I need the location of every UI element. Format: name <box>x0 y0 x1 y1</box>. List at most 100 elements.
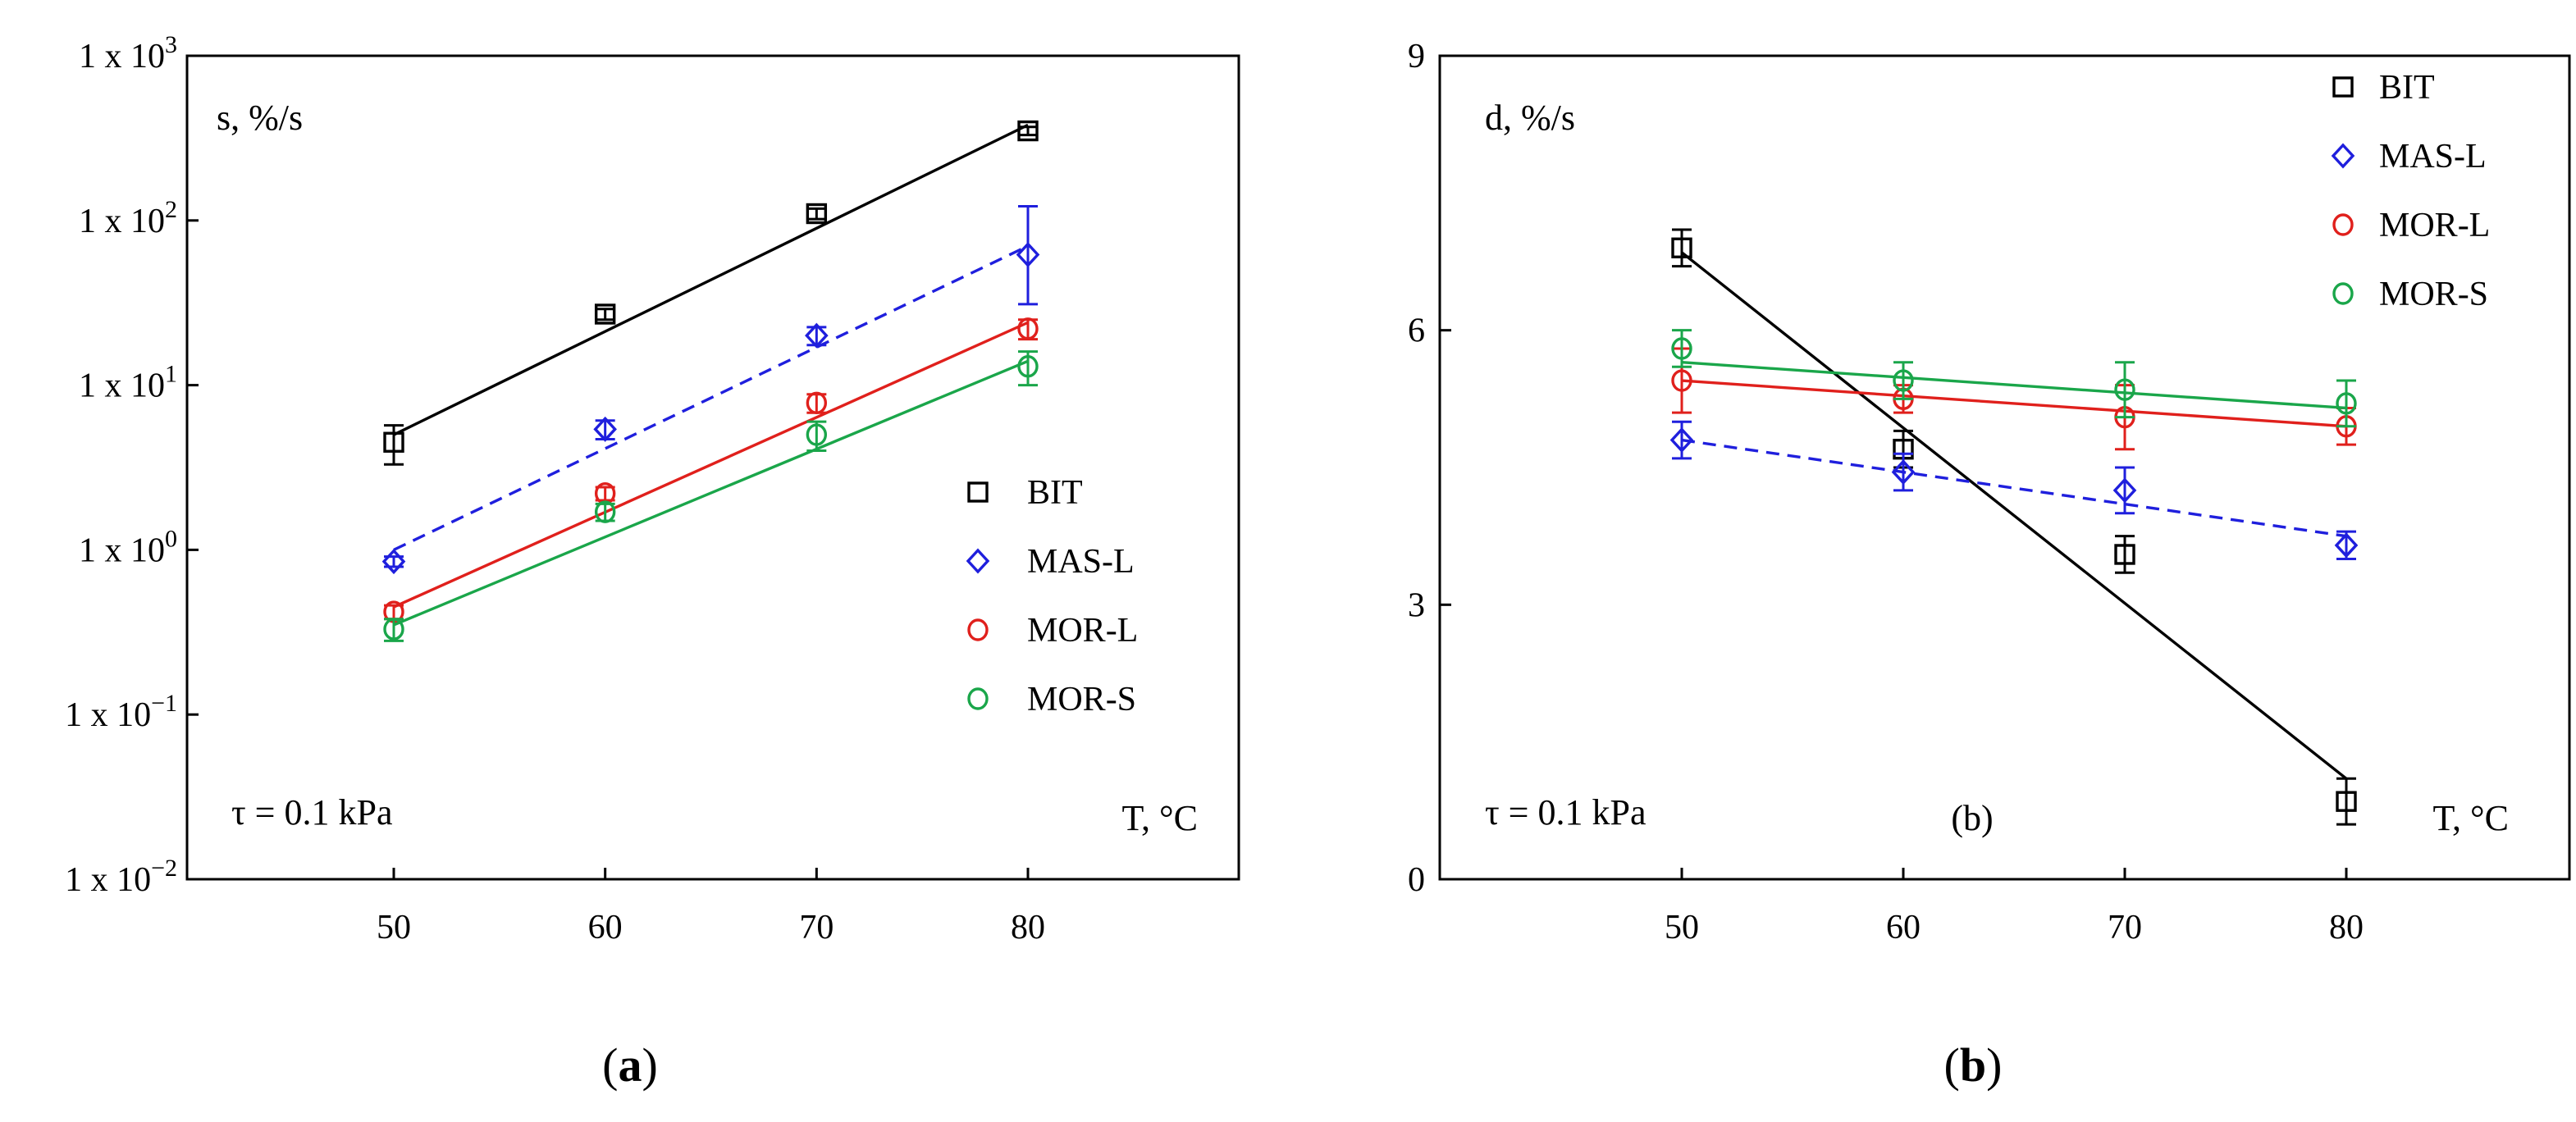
y-quantity-label: d, %/s <box>1485 98 1575 138</box>
error-bar <box>1672 329 1692 368</box>
data-point <box>2334 532 2359 559</box>
legend-label: MOR-L <box>2379 207 2490 244</box>
legend-marker <box>967 481 989 503</box>
data-point <box>1671 337 1692 360</box>
error-bar <box>2336 777 2356 826</box>
error-bar <box>595 308 615 322</box>
legend-label: MOR-S <box>2379 276 2488 313</box>
y-tick-base: 1 x 10 <box>79 203 165 240</box>
data-point <box>806 423 828 446</box>
legend-item: MOR-L <box>2332 207 2490 244</box>
data-point <box>2114 378 2135 401</box>
y-tick-label: 1 x 103 <box>79 31 177 75</box>
error-bar <box>1672 228 1692 268</box>
y-tick-base: 1 x 10 <box>79 367 165 405</box>
x-tick-label: 50 <box>377 909 411 946</box>
fit-line <box>1681 361 2347 410</box>
legend-label: MOR-L <box>1027 612 1138 650</box>
fit-line <box>393 321 1029 609</box>
legend-item: MAS-L <box>2331 138 2487 176</box>
stress-annotation: τ = 0.1 kPa <box>1485 792 1647 832</box>
legend-label: MAS-L <box>2379 138 2487 176</box>
error-bar <box>2115 361 2135 419</box>
y-tick-label: 1 x 101 <box>79 361 177 405</box>
x-tick-label: 70 <box>799 909 834 946</box>
legend-marker <box>2332 76 2354 98</box>
x-tick-label: 70 <box>2108 909 2142 946</box>
x-tick-label: 60 <box>1886 909 1921 946</box>
legend-marker <box>2332 282 2354 305</box>
data-point <box>1891 459 1916 486</box>
y-tick-exponent: 2 <box>165 196 177 223</box>
data-point <box>1893 369 1914 392</box>
series-mor-l <box>1671 347 2357 451</box>
data-point <box>1017 355 1039 378</box>
legend-label: BIT <box>1027 474 1083 512</box>
x-tick-label: 80 <box>1011 909 1045 946</box>
plot-frame <box>1438 54 2571 881</box>
legend-item: MOR-L <box>967 612 1138 650</box>
panel-tag: (b) <box>1951 798 1993 838</box>
x-tick-label: 60 <box>588 909 623 946</box>
data-point <box>594 500 616 523</box>
error-bar <box>1893 361 1913 400</box>
legend-label: BIT <box>2379 69 2435 107</box>
y-tick-label: 1 x 10−1 <box>65 690 177 734</box>
y-tick-exponent: −1 <box>151 690 177 717</box>
error-bar <box>1018 125 1038 137</box>
series-mas-l <box>381 204 1040 575</box>
legend-marker <box>966 548 990 574</box>
series-mor-s <box>383 350 1039 642</box>
error-bar <box>595 419 615 440</box>
plot-frame <box>185 54 1240 881</box>
y-tick-label: 1 x 102 <box>79 196 177 240</box>
legend-marker <box>967 618 989 641</box>
legend-marker <box>967 687 989 710</box>
data-point <box>1671 237 1692 258</box>
legend-label: MOR-S <box>1027 681 1136 718</box>
legend-item: BIT <box>967 474 1083 512</box>
panel-caption: (a) <box>602 1038 658 1092</box>
x-axis-label: T, °C <box>2432 798 2509 838</box>
data-point <box>381 549 406 575</box>
x-axis-label: T, °C <box>1121 798 1198 838</box>
y-tick-base: 1 x 10 <box>79 531 165 569</box>
data-point <box>1017 120 1039 142</box>
data-point <box>2336 791 2357 812</box>
legend-label: MAS-L <box>1027 543 1135 581</box>
legend-item: MOR-S <box>2332 276 2488 313</box>
fit-line <box>393 123 1029 436</box>
y-tick-label: 1 x 10−2 <box>65 855 177 899</box>
data-point <box>1016 241 1040 267</box>
data-point <box>2336 392 2357 415</box>
caption-paren: ( <box>602 1038 618 1092</box>
y-tick-label: 6 <box>1408 312 1425 350</box>
data-point <box>383 431 404 453</box>
series-mor-s <box>1671 329 2357 428</box>
fit-line <box>1681 379 2347 428</box>
y-tick-label: 1 x 100 <box>79 525 177 569</box>
legend-item: MAS-L <box>966 543 1135 581</box>
y-tick-base: 1 x 10 <box>65 861 151 899</box>
data-point <box>383 618 404 641</box>
error-bar <box>2336 379 2356 428</box>
series-mor-l <box>383 317 1039 623</box>
data-point <box>594 303 616 325</box>
data-point <box>1669 427 1694 454</box>
y-tick-exponent: 0 <box>165 525 177 552</box>
data-point <box>2112 477 2137 504</box>
y-tick-label: 9 <box>1408 38 1425 75</box>
caption-paren: ) <box>642 1038 658 1092</box>
y-tick-exponent: 1 <box>165 361 177 388</box>
panel-b: 50 60 70 80 0 3 6 9 d, %/s τ = 0.1 kPa T, °C (b) BIT… <box>1408 38 2571 1092</box>
fit-line <box>1680 251 2348 780</box>
data-point <box>806 391 828 414</box>
y-tick-base: 1 x 10 <box>79 38 165 75</box>
data-point <box>1671 369 1692 392</box>
caption-paren: ) <box>1986 1038 2002 1092</box>
caption-letter: a <box>619 1038 642 1092</box>
y-tick-label: 3 <box>1408 586 1425 624</box>
caption-paren: ( <box>1944 1038 1960 1092</box>
